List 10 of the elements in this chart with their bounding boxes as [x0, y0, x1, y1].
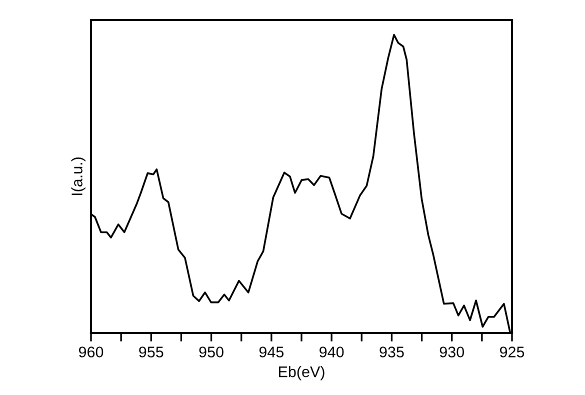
x-tick-label: 960 — [78, 346, 104, 358]
x-tick-label: 930 — [440, 346, 464, 358]
x-tick-label: 940 — [320, 346, 344, 358]
x-tick-label: 955 — [139, 346, 164, 358]
x-tick-label: 945 — [259, 346, 284, 358]
x-tick-label: 950 — [199, 346, 224, 358]
x-tick-label: 925 — [500, 346, 524, 358]
x-axis-title: Eb(eV) — [278, 366, 324, 380]
x-tick-label: 935 — [380, 346, 404, 358]
y-axis-title: I(a.u.) — [71, 157, 86, 196]
